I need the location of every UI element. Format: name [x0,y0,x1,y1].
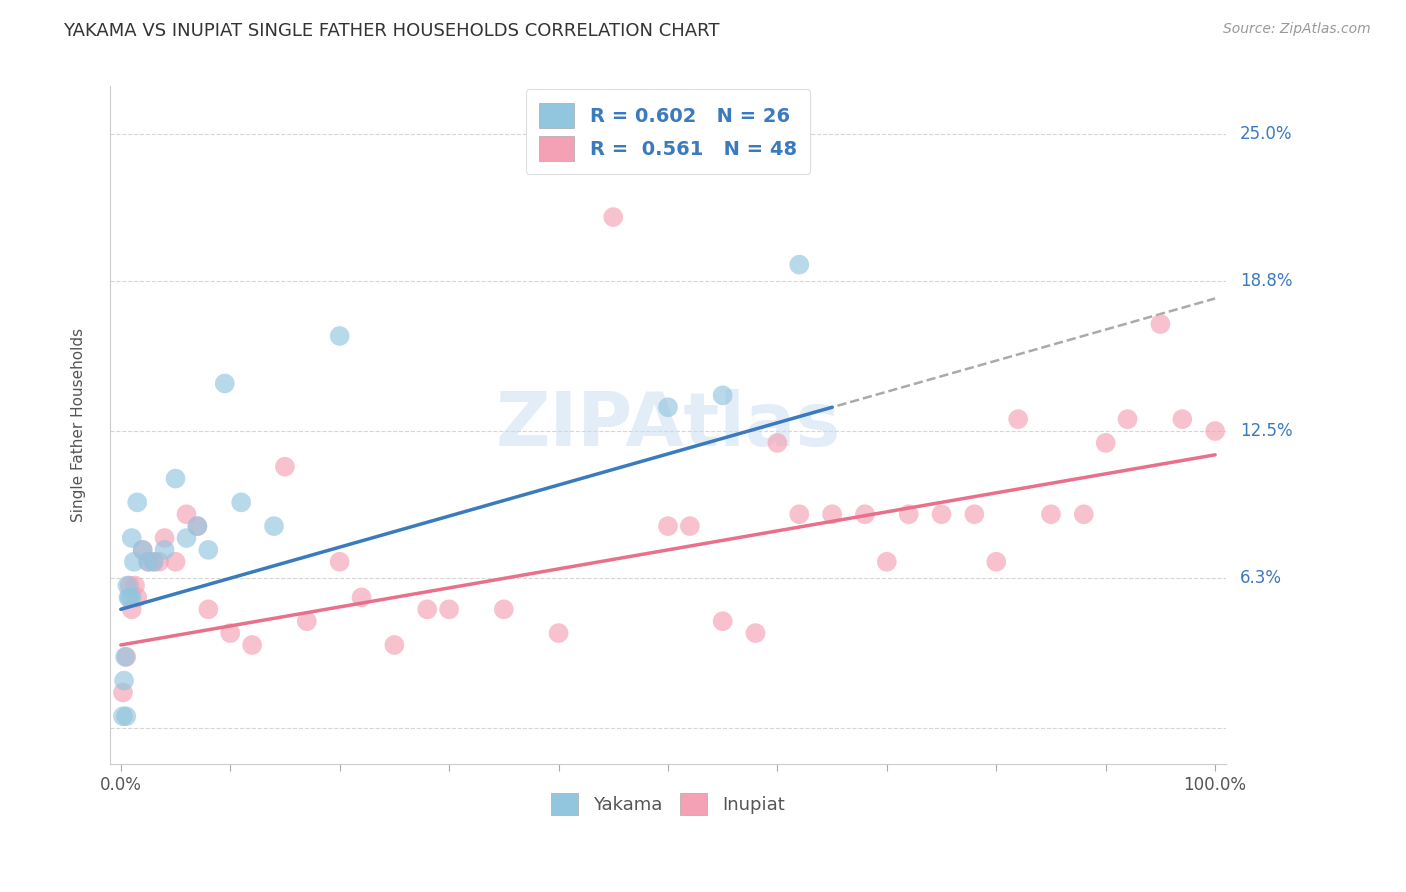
Point [124,578,146,592]
Point [897,507,920,521]
Point [787,507,810,521]
Point [219,626,242,640]
Point [1073,507,1095,521]
Point [766,436,789,450]
Text: ZIPAtlas: ZIPAtlas [495,389,841,461]
Point [274,459,297,474]
Point [1007,412,1029,426]
Point [118,578,141,592]
Point [118,591,141,605]
Point [963,507,986,521]
Point [127,591,149,605]
Point [121,591,143,605]
Point [186,519,208,533]
Point [111,685,134,699]
Point [117,591,139,605]
Point [1149,317,1171,331]
Point [787,258,810,272]
Point [1204,424,1226,438]
Y-axis label: Single Father Households: Single Father Households [72,328,86,522]
Point [121,602,143,616]
Point [111,709,134,723]
Point [142,555,165,569]
Point [679,519,702,533]
Text: 18.8%: 18.8% [1240,272,1292,290]
Point [136,555,159,569]
Point [117,578,139,592]
Text: YAKAMA VS INUPIAT SINGLE FATHER HOUSEHOLDS CORRELATION CHART: YAKAMA VS INUPIAT SINGLE FATHER HOUSEHOL… [63,22,720,40]
Point [148,555,170,569]
Point [657,401,679,415]
Point [382,638,405,652]
Point [263,519,285,533]
Point [1171,412,1194,426]
Point [240,638,263,652]
Point [350,591,373,605]
Point [112,673,135,688]
Point [711,614,734,628]
Point [186,519,208,533]
Point [165,472,187,486]
Text: Source: ZipAtlas.com: Source: ZipAtlas.com [1223,22,1371,37]
Point [492,602,515,616]
Text: 25.0%: 25.0% [1240,125,1292,143]
Point [165,555,187,569]
Point [114,649,136,664]
Point [602,210,624,224]
Point [115,649,138,664]
Point [931,507,953,521]
Point [1039,507,1062,521]
Point [176,531,198,545]
Point [986,555,1008,569]
Point [231,495,253,509]
Text: 6.3%: 6.3% [1240,569,1282,588]
Point [821,507,844,521]
Point [547,626,569,640]
Point [416,602,439,616]
Legend: Yakama, Inupiat: Yakama, Inupiat [544,786,792,822]
Point [197,542,219,557]
Point [657,519,679,533]
Point [197,602,219,616]
Point [136,555,159,569]
Point [153,531,176,545]
Point [176,507,198,521]
Point [121,531,143,545]
Point [711,388,734,402]
Point [329,555,352,569]
Point [131,542,153,557]
Point [1094,436,1116,450]
Point [142,555,165,569]
Point [122,555,145,569]
Point [115,709,138,723]
Point [153,542,176,557]
Point [214,376,236,391]
Point [853,507,876,521]
Point [127,495,149,509]
Point [437,602,460,616]
Point [744,626,766,640]
Point [295,614,318,628]
Point [131,542,153,557]
Text: 12.5%: 12.5% [1240,422,1292,440]
Point [329,329,352,343]
Point [876,555,898,569]
Point [1116,412,1139,426]
